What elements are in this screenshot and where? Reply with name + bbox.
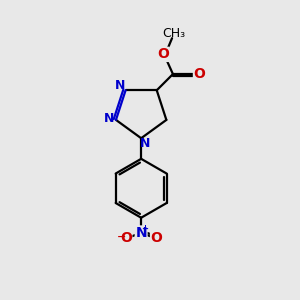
Text: O: O — [194, 67, 206, 81]
Text: N: N — [140, 137, 150, 150]
Text: N: N — [115, 80, 125, 92]
Text: O: O — [151, 231, 162, 245]
Text: N: N — [135, 226, 147, 240]
Text: O: O — [120, 231, 132, 245]
Text: O: O — [157, 47, 169, 61]
Text: +: + — [142, 224, 148, 233]
Text: CH₃: CH₃ — [162, 27, 185, 40]
Text: −: − — [117, 232, 127, 242]
Text: N: N — [104, 112, 115, 125]
